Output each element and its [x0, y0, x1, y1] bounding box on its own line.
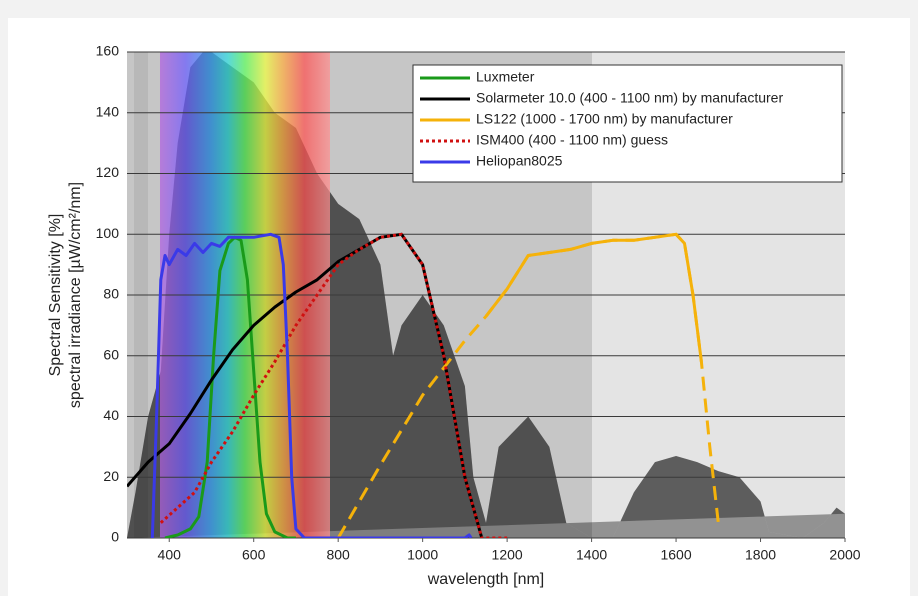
- y-tick-label: 40: [103, 407, 119, 423]
- x-tick-label: 800: [326, 547, 350, 563]
- x-tick-label: 600: [242, 547, 266, 563]
- legend-label: LS122 (1000 - 1700 nm) by manufacturer: [476, 111, 733, 127]
- y-tick-label: 100: [96, 225, 120, 241]
- y-tick-label: 0: [111, 529, 119, 545]
- series-line: [150, 232, 473, 538]
- x-tick-label: 1200: [492, 547, 523, 563]
- legend-label: Solarmeter 10.0 (400 - 1100 nm) by manuf…: [476, 90, 783, 106]
- y-axis-label: Spectral Sensitivity [%]: [47, 214, 64, 377]
- x-axis-label: wavelength [nm]: [427, 571, 545, 588]
- y-axis-label: spectral irradiance [µW/cm²/nm]: [67, 182, 84, 408]
- y-tick-label: 60: [103, 346, 119, 362]
- x-tick-label: 1400: [576, 547, 607, 563]
- x-tick-label: 400: [158, 547, 182, 563]
- x-tick-label: 1000: [407, 547, 438, 563]
- y-tick-label: 120: [96, 164, 120, 180]
- y-tick-label: 160: [96, 43, 120, 59]
- series-lines: [127, 232, 720, 538]
- x-tick-label: 2000: [829, 547, 860, 563]
- x-tick-label: 1600: [660, 547, 691, 563]
- legend: Luxmeter Solarmeter 10.0 (400 - 1100 nm) …: [412, 64, 843, 183]
- axes: 0 20 40 60 80 100 120 140 160 400 600 800 1000 1200 14…: [96, 43, 861, 563]
- y-tick-label: 20: [103, 468, 119, 484]
- x-tick-label: 1800: [745, 547, 776, 563]
- legend-label: ISM400 (400 - 1100 nm) guess: [476, 132, 668, 148]
- solid-segment: [484, 232, 703, 362]
- legend-label: Heliopan8025: [476, 153, 563, 169]
- legend-label: Luxmeter: [476, 69, 535, 85]
- series-line: [159, 232, 508, 538]
- y-tick-label: 80: [103, 286, 119, 302]
- y-tick-label: 140: [96, 103, 120, 119]
- legend-box: [412, 64, 843, 183]
